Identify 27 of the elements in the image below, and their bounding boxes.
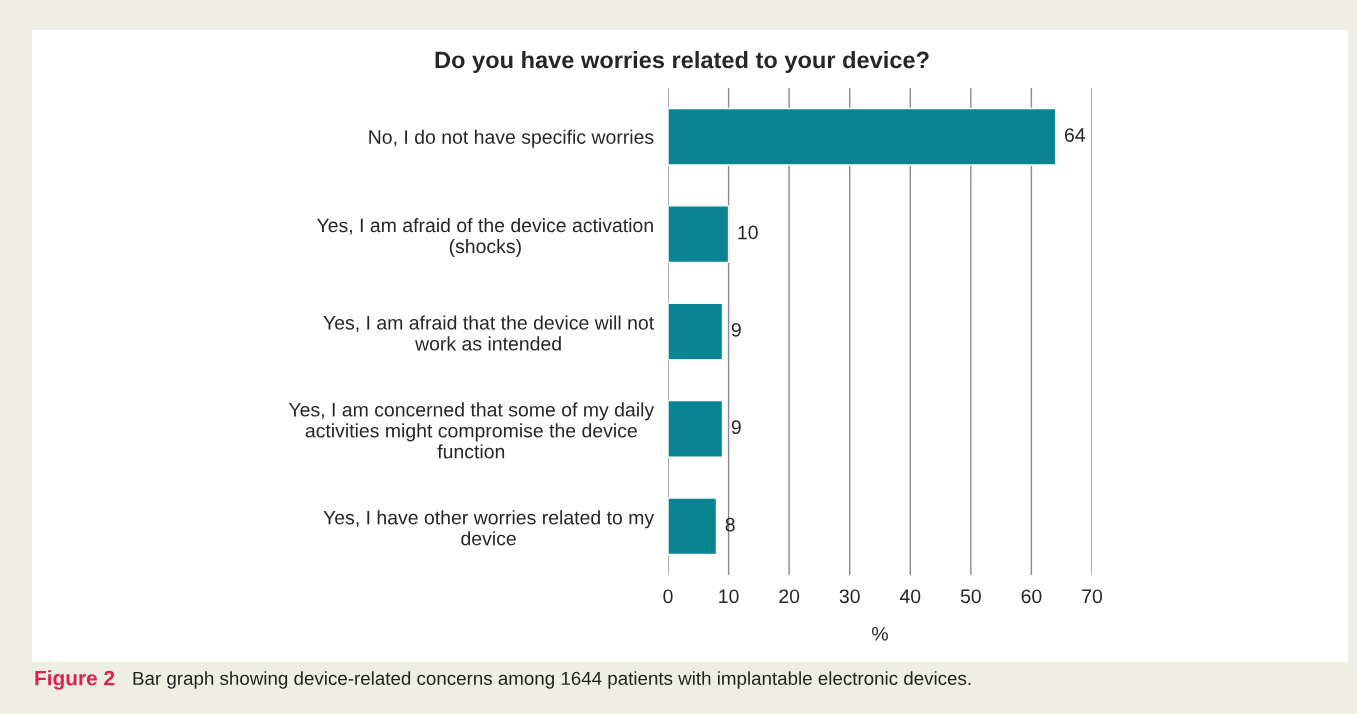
- x-tick-label: 20: [779, 589, 800, 604]
- y-tick-label: No, I do not have specific worries: [369, 129, 654, 148]
- x-tick-label: 70: [1082, 589, 1103, 604]
- x-tick-label: 60: [1021, 589, 1042, 604]
- bar: [668, 205, 730, 264]
- chart-title: Do you have worries related to your device?: [435, 51, 929, 73]
- y-tick-label: Yes, I have other worries related to my device: [323, 510, 655, 546]
- y-tick-label: Yes, I am concerned that some of my daily activities might compromise the device function: [288, 402, 655, 459]
- x-tick-label: 50: [960, 589, 981, 604]
- data-label: 8: [725, 517, 735, 532]
- bar: [668, 399, 724, 458]
- data-label: 64: [1064, 128, 1086, 142]
- x-tick-label: 10: [719, 589, 739, 604]
- bar: [668, 497, 718, 556]
- x-axis-title: %: [872, 627, 888, 641]
- x-tick-label: 30: [839, 589, 860, 604]
- x-tick-label: 0: [663, 589, 673, 604]
- caption: Figure 2: [35, 670, 115, 690]
- bar: [668, 302, 724, 361]
- y-tick-label: Yes, I am afraid that the device will not work as intended: [323, 315, 654, 351]
- text: Bar graph showing device-related concerns among 1644 patients with implantable electronic devices.: [133, 671, 971, 689]
- y-tick-label: Yes, I am afraid of the device activation (shocks): [316, 217, 653, 258]
- data-label: 10: [738, 225, 758, 240]
- data-label: 9: [731, 322, 741, 337]
- data-label: 9: [731, 420, 741, 435]
- x-tick-label: 40: [899, 589, 921, 604]
- bar: [668, 107, 1057, 166]
